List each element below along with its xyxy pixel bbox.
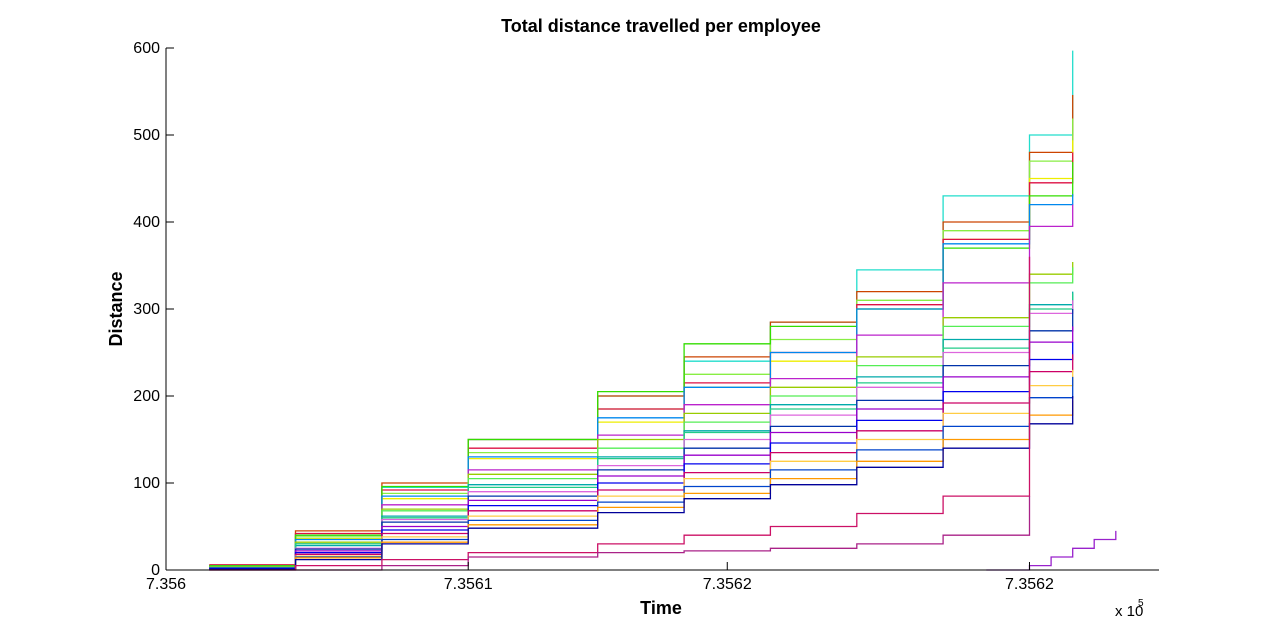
chart-title: Total distance travelled per employee bbox=[501, 16, 821, 36]
y-tick-label: 500 bbox=[133, 127, 160, 144]
x-exponent-power: 5 bbox=[1138, 598, 1144, 609]
y-axis-label: Distance bbox=[106, 271, 126, 346]
series-line-employee-24 bbox=[986, 531, 1116, 570]
axes-layer bbox=[166, 48, 1159, 570]
series-layer bbox=[209, 51, 1116, 570]
y-tick-label: 300 bbox=[133, 301, 160, 318]
x-tick-label: 7.356 bbox=[146, 576, 186, 593]
y-tick-label: 100 bbox=[133, 475, 160, 492]
y-tick-label: 400 bbox=[133, 214, 160, 231]
y-tick-label: 600 bbox=[133, 40, 160, 57]
series-line-employee-22 bbox=[209, 257, 1029, 570]
y-tick-label: 200 bbox=[133, 388, 160, 405]
x-axis-label: Time bbox=[640, 598, 682, 618]
x-tick-label: 7.3562 bbox=[703, 576, 752, 593]
x-tick-label: 7.3562 bbox=[1005, 576, 1054, 593]
x-tick-label: 7.3561 bbox=[444, 576, 493, 593]
